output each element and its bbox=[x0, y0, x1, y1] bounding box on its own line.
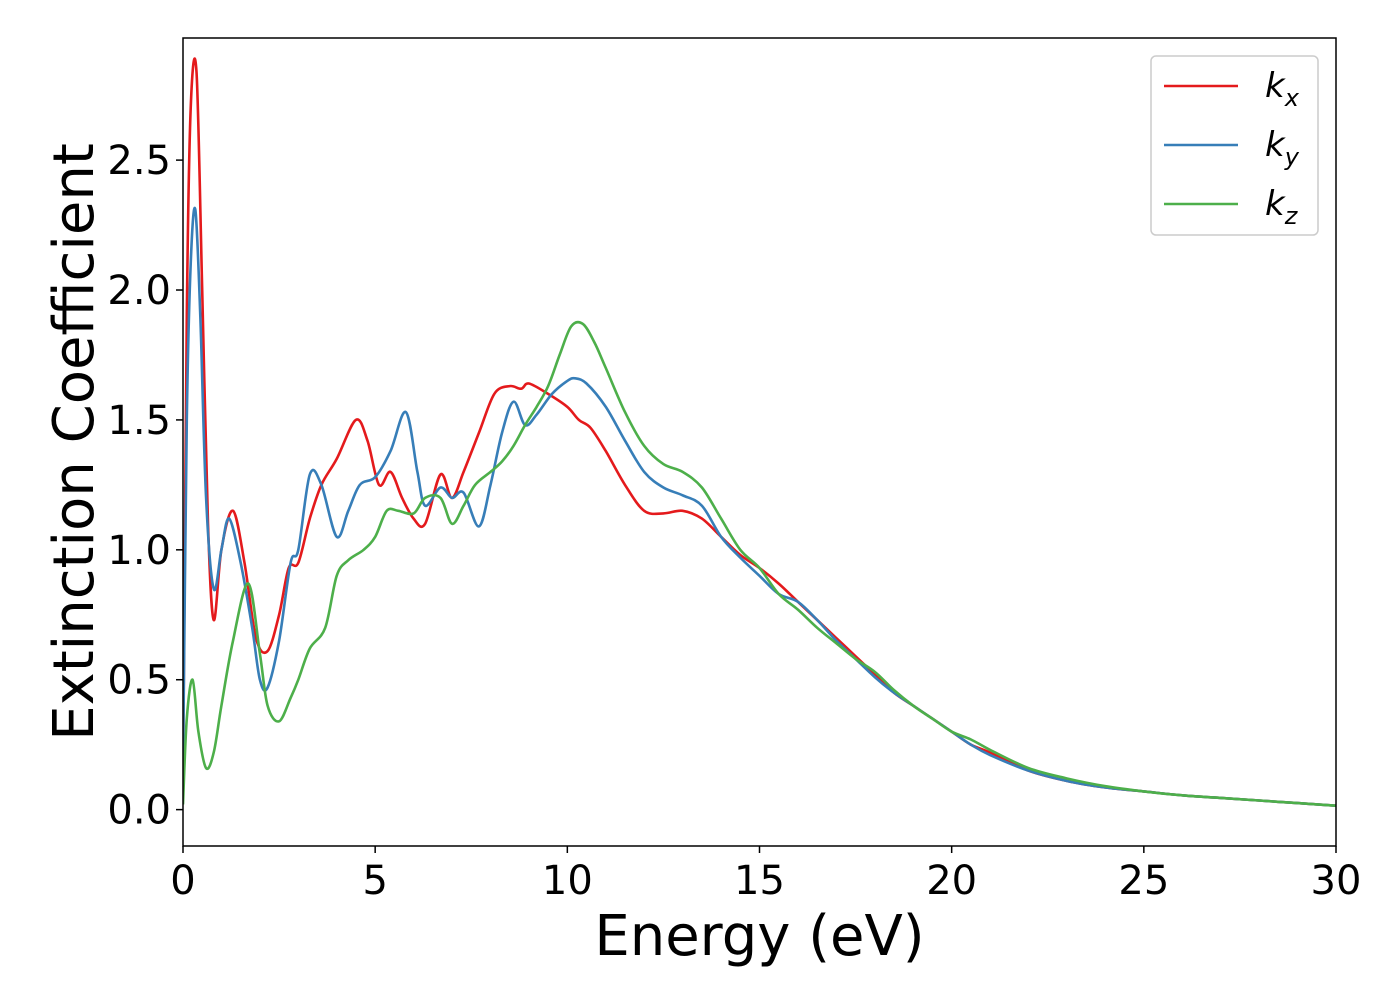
y-tick-label: 2.0 bbox=[107, 268, 171, 314]
x-tick-label: 0 bbox=[170, 858, 195, 904]
y-tick-label: 1.5 bbox=[107, 398, 171, 444]
x-tick-label: 15 bbox=[734, 858, 785, 904]
y-tick-label: 1.0 bbox=[107, 528, 171, 574]
legend-label-x: kx bbox=[1265, 66, 1300, 112]
y-axis-ticks: 0.0 0.5 1.0 1.5 2.0 2.5 bbox=[107, 138, 183, 834]
x-tick-label: 30 bbox=[1311, 858, 1362, 904]
y-tick-label: 0.0 bbox=[107, 788, 171, 834]
series-line-z bbox=[183, 320, 1336, 807]
legend-label-z: kz bbox=[1265, 184, 1299, 230]
x-tick-label: 10 bbox=[542, 858, 593, 904]
y-tick-label: 2.5 bbox=[107, 138, 171, 184]
x-tick-label: 5 bbox=[362, 858, 387, 904]
series-layer bbox=[183, 57, 1336, 807]
x-tick-label: 20 bbox=[926, 858, 977, 904]
y-axis-label: Extinction Coefficient bbox=[42, 143, 107, 741]
x-axis-ticks: 0 5 10 15 20 25 30 bbox=[170, 846, 1361, 904]
legend-label-y: ky bbox=[1265, 125, 1300, 171]
x-axis-label: Energy (eV) bbox=[594, 904, 924, 969]
legend: kx ky kz bbox=[1150, 55, 1319, 236]
x-tick-label: 25 bbox=[1118, 858, 1169, 904]
y-tick-label: 0.5 bbox=[107, 658, 171, 704]
